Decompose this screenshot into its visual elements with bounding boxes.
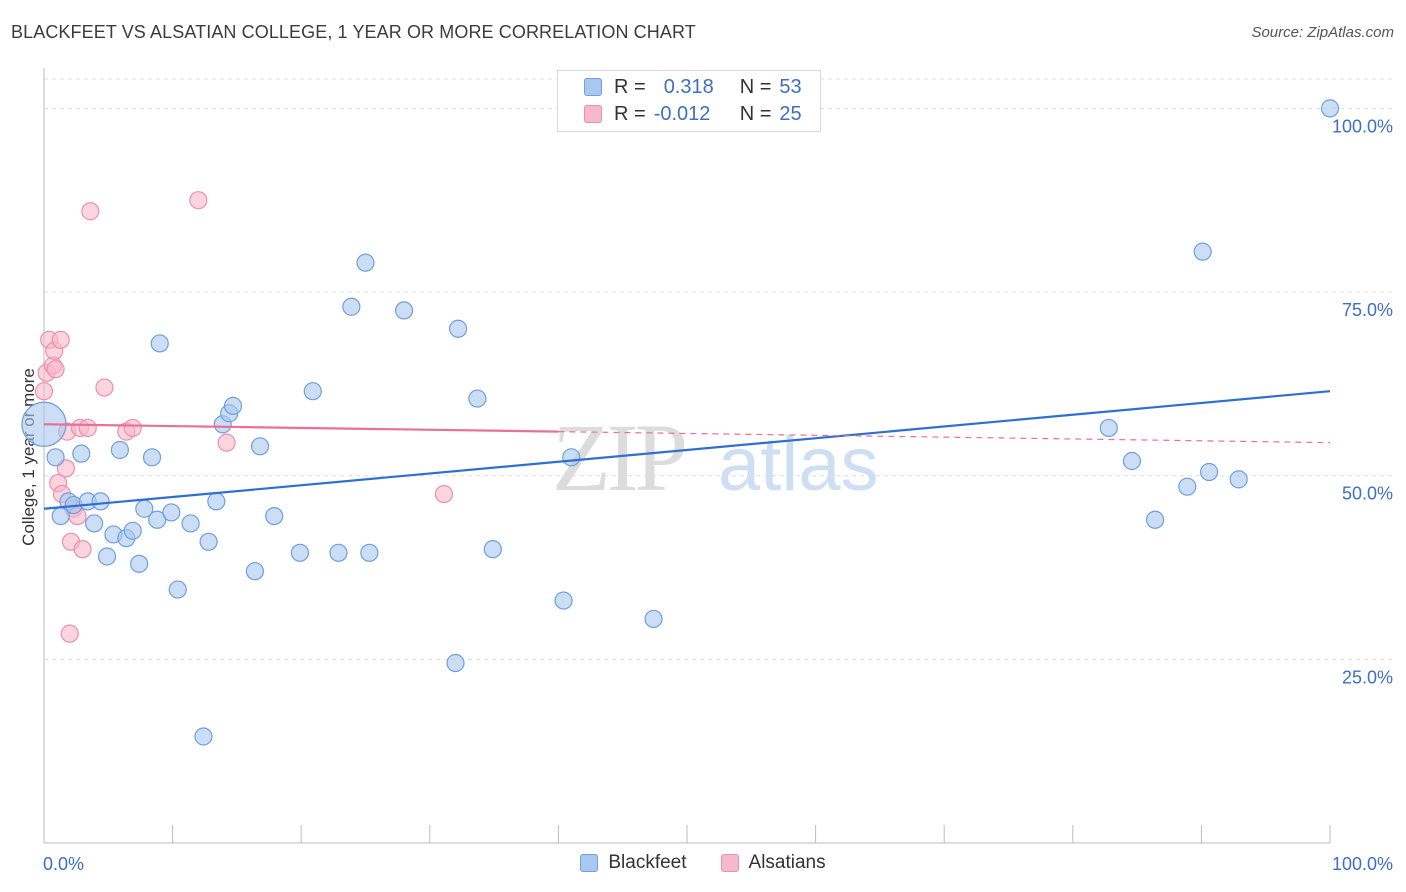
bottom-legend-blackfeet: Blackfeet: [580, 852, 687, 874]
data-point: [199, 532, 218, 551]
data-point: [360, 543, 379, 562]
legend-n-label: N =: [739, 75, 772, 98]
legend-r-value: -0.012: [653, 102, 711, 125]
legend-row-alsatians: R = -0.012 N = 25: [584, 102, 802, 126]
bottom-legend-alsatians: Alsatians: [720, 852, 826, 874]
data-point: [223, 396, 243, 416]
data-point: [1146, 510, 1165, 529]
bottom-legend-swatch-pink: [720, 854, 739, 872]
data-point: [303, 382, 322, 401]
bottom-legend-swatch-blue: [580, 854, 599, 872]
data-point: [1122, 451, 1142, 471]
x-tick-label-max: 100.0%: [1332, 854, 1393, 874]
data-point: [356, 253, 375, 272]
legend: R = 0.318 N = 53 R = -0.012 N = 25: [557, 70, 821, 132]
legend-r-label: R =: [614, 102, 646, 125]
series-blackfeet: [21, 99, 1340, 746]
data-point: [123, 521, 142, 540]
x-tick-label-min: 0.0%: [43, 854, 84, 874]
data-point: [72, 444, 91, 463]
data-point: [130, 554, 149, 573]
data-point: [81, 202, 100, 221]
data-point: [1320, 99, 1340, 118]
data-point: [91, 492, 110, 511]
data-point: [85, 514, 104, 533]
data-point: [562, 448, 581, 467]
legend-row-blackfeet: R = 0.318 N = 53: [584, 75, 802, 99]
bottom-legend: Blackfeet Alsatians: [0, 852, 1406, 874]
legend-n-label: N =: [739, 102, 772, 125]
x-tick-labels: 0.0% 100.0%: [43, 854, 1393, 874]
data-point: [46, 448, 65, 467]
data-point: [123, 418, 142, 438]
trend-line-alsatians: [43, 423, 559, 433]
data-point: [51, 330, 70, 349]
data-point: [1200, 462, 1219, 482]
data-point: [434, 484, 454, 504]
data-point: [329, 543, 348, 562]
bottom-legend-label-alsatians: Alsatians: [748, 852, 826, 873]
data-point: [250, 437, 270, 456]
data-point: [245, 562, 265, 581]
data-point: [148, 510, 167, 529]
trend-line-alsatians-extension: [558, 431, 1331, 444]
legend-r-value: 0.318: [663, 75, 714, 98]
data-point: [448, 319, 468, 338]
data-point: [46, 360, 65, 379]
data-point: [1193, 242, 1212, 261]
data-point: [290, 543, 310, 562]
data-point: [78, 418, 97, 438]
data-point: [60, 624, 79, 643]
legend-n-value: 25: [779, 102, 802, 125]
source-label: Source: ZipAtlas.com: [1251, 24, 1394, 41]
legend-r-label: R =: [614, 75, 646, 98]
data-point: [194, 727, 213, 746]
data-point: [181, 514, 200, 533]
data-point: [1229, 470, 1248, 489]
data-point: [644, 609, 663, 629]
y-tick-label: 50.0%: [1342, 484, 1393, 504]
y-tick-label: 75.0%: [1342, 300, 1393, 320]
legend-swatch-pink: [584, 105, 602, 123]
data-point: [97, 547, 117, 566]
y-tick-label: 25.0%: [1342, 667, 1393, 687]
data-point: [34, 382, 54, 401]
trend-lines: [43, 390, 1331, 510]
data-point: [142, 448, 162, 467]
data-point: [150, 334, 169, 353]
bottom-legend-label-blackfeet: Blackfeet: [608, 852, 687, 873]
legend-n-value: 53: [779, 75, 802, 98]
data-point: [73, 540, 92, 559]
data-point: [265, 506, 284, 526]
watermark-atlas: atlas: [718, 422, 879, 507]
data-point: [468, 389, 487, 408]
data-point: [1099, 418, 1118, 438]
chart-title: BLACKFEET VS ALSATIAN COLLEGE, 1 YEAR OR…: [11, 22, 696, 42]
y-tick-label: 100.0%: [1332, 116, 1393, 136]
series-alsatians: [34, 191, 454, 643]
y-tick-labels: 25.0% 50.0% 75.0% 100.0%: [1332, 116, 1393, 687]
axes: [43, 68, 1331, 844]
data-point: [1178, 477, 1197, 496]
data-point: [207, 492, 226, 511]
data-point: [342, 297, 361, 316]
data-point: [394, 301, 414, 320]
data-point: [446, 653, 465, 673]
data-point: [110, 440, 129, 460]
data-point: [95, 378, 114, 397]
data-point: [162, 503, 181, 522]
trend-line-blackfeet: [43, 390, 1331, 510]
data-point: [217, 433, 236, 452]
data-point: [189, 191, 208, 210]
data-point: [483, 540, 502, 559]
data-point: [554, 591, 573, 610]
data-point: [168, 580, 187, 599]
legend-swatch-blue: [584, 78, 602, 96]
